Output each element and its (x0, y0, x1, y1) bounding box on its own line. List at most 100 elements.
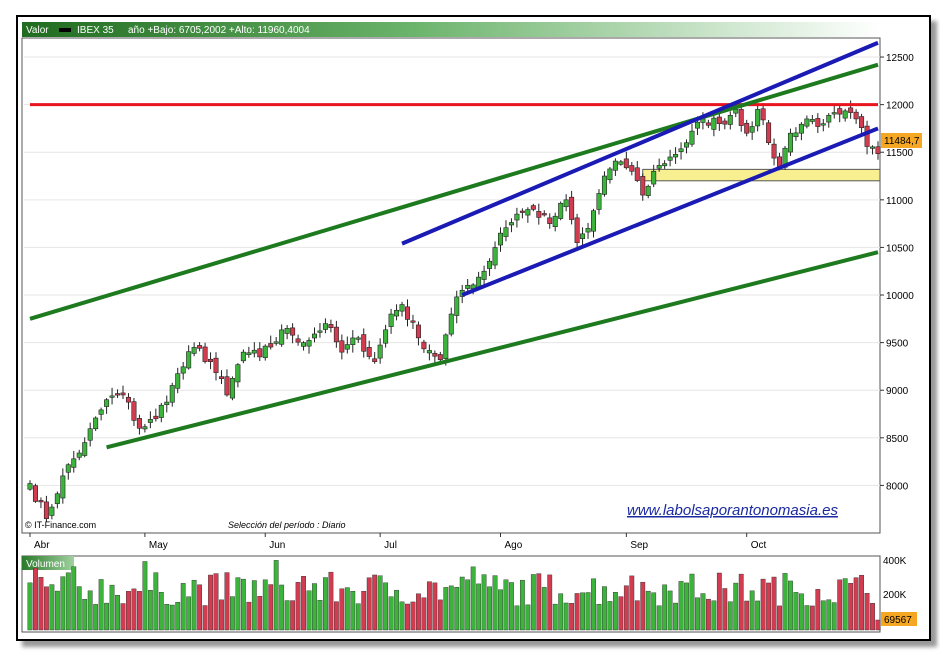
volume-bar (760, 578, 766, 631)
volume-bar (771, 576, 777, 631)
x-tick-label: Oct (751, 540, 767, 551)
candle-body (213, 357, 219, 373)
volume-bar (202, 605, 208, 631)
website-link[interactable]: www.labolsaporantonomasia.es (627, 502, 838, 519)
candle-body (27, 483, 33, 490)
candle-body (49, 506, 55, 516)
volume-title-bar (22, 556, 74, 570)
volume-bar (563, 602, 569, 631)
candle-body (388, 313, 394, 327)
volume-bar (273, 560, 279, 631)
volume-bar (333, 601, 339, 631)
volume-bar (432, 582, 438, 631)
candle-body (432, 352, 438, 357)
candle-body (344, 344, 350, 350)
volume-bar (716, 572, 722, 631)
volume-bar (574, 593, 580, 631)
volume-bar (558, 593, 564, 631)
volume-title: Volumen (26, 559, 65, 570)
candle-body (262, 345, 268, 358)
y-axis: 8000 8500 9000 9500 10000 10500 11000 11500 1200… (880, 53, 914, 492)
candle-body (377, 344, 383, 359)
source-credit: © IT-Finance.com (25, 520, 96, 530)
volume-bar (246, 601, 252, 631)
y-tick-label: 12500 (886, 53, 914, 64)
header-bar (22, 22, 880, 37)
candle-body (645, 185, 651, 196)
candle-body (306, 340, 312, 347)
volume-bar (645, 590, 651, 631)
candle-body (596, 193, 602, 210)
candle-body (498, 232, 504, 246)
candle-body (82, 442, 88, 456)
candle-body (618, 161, 624, 165)
candle-body (120, 392, 126, 396)
volume-bar (820, 600, 826, 631)
volume-bar (120, 603, 126, 631)
volume-bar (399, 601, 405, 631)
volume-bar (738, 573, 744, 631)
candle-body (837, 108, 843, 115)
candle-body (186, 351, 192, 369)
candle-body (290, 327, 296, 336)
volume-bar (634, 600, 640, 631)
volume-bar (443, 587, 449, 631)
volume-bar (312, 583, 317, 631)
volume-bar (503, 579, 509, 631)
volume-bar (372, 574, 378, 631)
last-price-tag: 11484,7 (881, 133, 922, 148)
y-tick-label: 10500 (886, 243, 914, 254)
candle-body (634, 167, 640, 181)
volume-bar (158, 592, 164, 631)
volume-bar (410, 601, 416, 631)
candle-body (842, 110, 848, 119)
volume-bar (405, 603, 410, 631)
candle-body (443, 334, 449, 359)
candle-body (859, 116, 865, 128)
candle-body (421, 341, 427, 350)
candle-body (733, 109, 739, 114)
candle-body (492, 247, 498, 266)
volume-bar (541, 587, 547, 631)
candle-body (530, 205, 536, 210)
candle-body (60, 475, 66, 499)
volume-bar (448, 585, 454, 631)
volume-bar (38, 577, 44, 631)
candle-body (766, 122, 772, 144)
candle-body (383, 329, 389, 344)
x-tick-label: Jun (269, 540, 285, 551)
volume-bar (65, 572, 71, 631)
candle-body (328, 324, 334, 328)
grid (24, 56, 880, 486)
volume-bar (344, 587, 350, 631)
candle-body (399, 304, 405, 312)
volume-bar (180, 583, 186, 631)
x-tick-label: Sep (630, 540, 648, 551)
volume-bar (131, 588, 137, 631)
candle-body (268, 343, 274, 348)
candle-body (339, 340, 345, 353)
candle-body (136, 418, 142, 429)
volume-bar (388, 596, 394, 631)
volume-bar (804, 605, 810, 631)
volume-bar (755, 600, 761, 631)
candle-body (43, 501, 49, 520)
candle-body (585, 228, 591, 233)
candle-body (771, 143, 777, 159)
volume-bar (60, 576, 66, 631)
volume-bar (673, 602, 678, 631)
x-tick-label: Abr (34, 540, 50, 551)
volume-bar (98, 579, 104, 631)
volume-bars (27, 560, 881, 631)
candle-body (355, 337, 361, 340)
candle-body (202, 346, 208, 362)
candle-body (519, 210, 525, 213)
candle-body (673, 154, 679, 158)
volume-bar (71, 566, 77, 631)
candle-body (787, 132, 793, 153)
candle-body (284, 328, 290, 334)
volume-bar (230, 596, 235, 631)
candle-body (848, 107, 854, 113)
volume-bar (361, 590, 367, 631)
candle-body (831, 112, 837, 115)
